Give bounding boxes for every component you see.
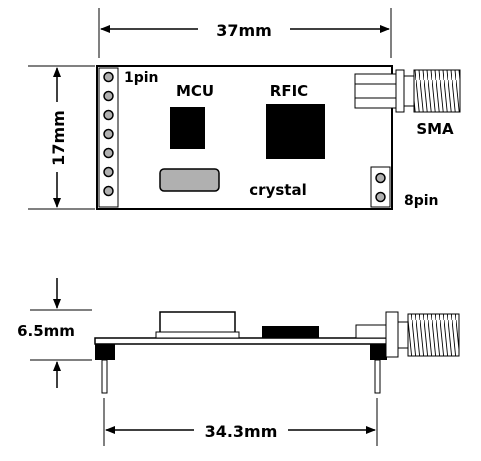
side-height-dimension: 6.5mm bbox=[17, 278, 92, 388]
mcu-chip bbox=[170, 107, 205, 149]
pin-pitch-label: 34.3mm bbox=[205, 422, 278, 441]
side-right-pin bbox=[374, 359, 381, 394]
side-left-header bbox=[95, 344, 115, 360]
side-board bbox=[94, 337, 391, 345]
side-sma-connector bbox=[355, 311, 460, 358]
right-pin-pad bbox=[375, 191, 386, 203]
pin8-label: 8pin bbox=[404, 193, 439, 209]
height-dimension: 17mm bbox=[28, 65, 95, 210]
pin-pitch-dimension: 34.3mm bbox=[103, 398, 378, 446]
side-view: 6.5mm 34.3mm bbox=[17, 278, 460, 446]
width-dimension: 37mm bbox=[98, 8, 392, 58]
left-pin-pad bbox=[103, 147, 114, 159]
width-dimension-label: 37mm bbox=[216, 21, 272, 40]
left-pin-pad bbox=[103, 166, 114, 178]
sma-connector bbox=[354, 69, 461, 113]
height-dimension-label: 17mm bbox=[49, 110, 68, 166]
mcu-label: MCU bbox=[176, 82, 214, 100]
left-pin-pad bbox=[103, 185, 114, 197]
side-rfic bbox=[262, 326, 319, 338]
side-crystal-base bbox=[155, 331, 240, 339]
side-right-header bbox=[370, 344, 387, 360]
left-pin-header bbox=[98, 67, 119, 208]
pin1-label: 1pin bbox=[124, 70, 159, 86]
left-pin-pad bbox=[103, 109, 114, 121]
rfic-label: RFIC bbox=[270, 82, 308, 100]
left-pin-pad bbox=[103, 71, 114, 83]
side-crystal bbox=[159, 311, 236, 334]
rfic-chip bbox=[266, 104, 325, 159]
top-view: 37mm 17mm 1pin 8pin MCU RFIC bbox=[28, 8, 461, 210]
crystal-component bbox=[159, 168, 220, 192]
side-height-label: 6.5mm bbox=[17, 322, 75, 340]
side-left-pin bbox=[101, 359, 108, 394]
right-pin-pad bbox=[375, 172, 386, 184]
sma-label: SMA bbox=[416, 120, 454, 138]
left-pin-pad bbox=[103, 90, 114, 102]
module-board bbox=[96, 65, 393, 210]
right-pin-header bbox=[370, 166, 391, 208]
left-pin-pad bbox=[103, 128, 114, 140]
crystal-label: crystal bbox=[249, 181, 306, 199]
